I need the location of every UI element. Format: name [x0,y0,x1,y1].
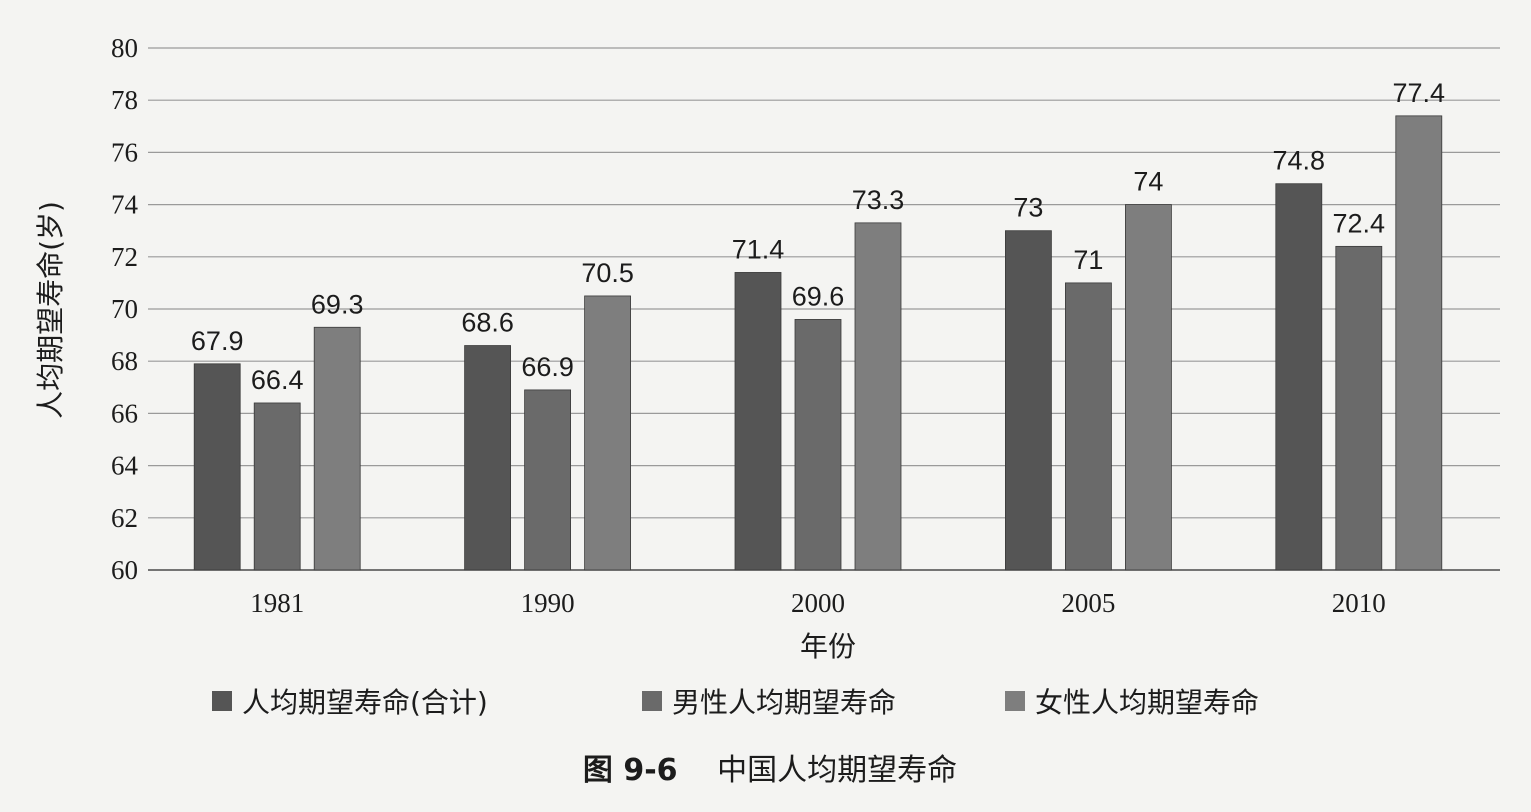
bars [193,115,1443,571]
x-tick-label: 1990 [521,588,575,618]
bar [1125,204,1172,571]
y-tick-label: 72 [111,242,138,272]
y-tick-label: 70 [111,294,138,324]
y-tick-label: 66 [111,398,138,428]
y-axis-ticks: 60 62 64 66 68 70 72 74 76 78 80 [111,33,139,585]
data-label: 67.9 [191,326,244,356]
data-label: 71.4 [732,234,785,264]
bar [584,295,631,571]
bar [794,319,842,571]
data-label: 74 [1133,167,1163,197]
data-label: 69.3 [311,289,364,319]
bar [193,363,241,571]
x-tick-label: 2000 [791,588,845,618]
y-tick-label: 78 [111,85,138,115]
bar [1275,183,1323,571]
data-label: 71 [1073,245,1103,275]
y-tick-label: 64 [111,451,139,481]
data-label: 73.3 [852,185,905,215]
x-tick-label: 2005 [1061,588,1115,618]
data-label: 72.4 [1333,208,1386,238]
data-label: 69.6 [792,281,845,311]
figure-title: 中国人均期望寿命 [717,753,957,788]
y-tick-label: 62 [111,503,138,533]
y-tick-label: 60 [111,555,138,585]
legend-swatch [212,691,232,711]
bar [1335,245,1383,571]
x-tick-label: 1981 [250,588,304,618]
legend-swatch [1005,691,1025,711]
legend-label: 人均期望寿命(合计) [242,686,488,719]
bar [734,272,782,571]
y-tick-label: 80 [111,33,138,63]
x-tick-label: 2010 [1332,588,1386,618]
bar [1005,230,1052,571]
data-label: 74.8 [1273,146,1326,176]
bar [1395,115,1443,571]
y-tick-label: 68 [111,346,138,376]
bar [854,222,902,571]
bar [253,402,301,571]
bar [524,389,571,571]
data-label: 66.4 [251,365,304,395]
x-axis-ticks: 1981 1990 2000 2005 2010 [250,588,1386,618]
legend-swatch [642,691,662,711]
bar [1065,282,1112,571]
legend-label: 男性人均期望寿命 [672,686,896,719]
y-tick-label: 76 [111,137,138,167]
x-axis-title: 年份 [800,630,856,663]
legend: 人均期望寿命(合计) 男性人均期望寿命 女性人均期望寿命 [212,686,1259,719]
data-label: 70.5 [581,258,634,288]
figure-caption: 图 9-6 中国人均期望寿命 [583,753,957,788]
y-axis-title: 人均期望寿命(岁) [34,201,67,419]
bar [313,326,361,571]
data-label: 68.6 [461,308,514,338]
data-label: 77.4 [1393,78,1446,108]
data-label: 73 [1013,193,1043,223]
data-label: 66.9 [521,352,574,382]
bar [464,345,512,571]
figure-number: 图 9-6 [583,753,678,788]
legend-label: 女性人均期望寿命 [1035,686,1259,719]
data-labels: 67.966.4 69.3 68.666.9 70.5 71.469.6 73.3 73 71… [191,78,1445,395]
y-tick-label: 74 [111,190,139,220]
